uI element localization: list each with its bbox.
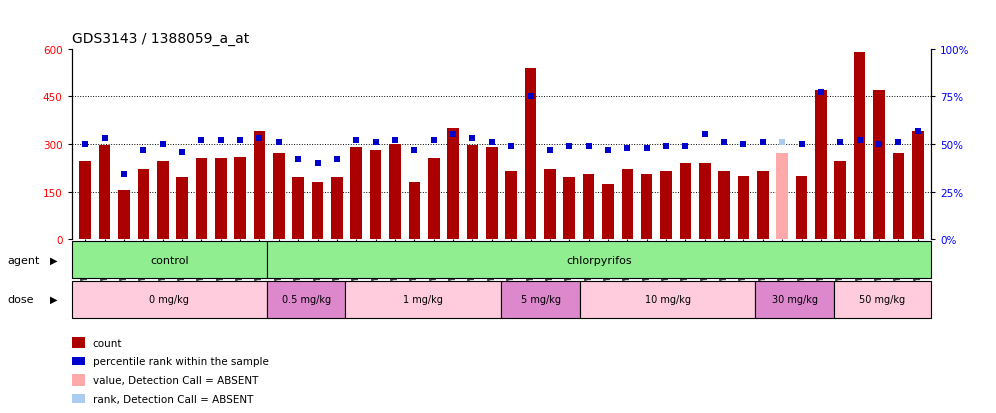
Bar [699, 164, 710, 240]
Bar [331, 178, 343, 240]
Text: 30 mg/kg: 30 mg/kg [772, 294, 818, 304]
Bar [757, 171, 769, 240]
Text: 5 mg/kg: 5 mg/kg [521, 294, 561, 304]
Bar [777, 154, 788, 240]
Bar [622, 170, 633, 240]
Bar [912, 132, 923, 240]
Text: ▶: ▶ [50, 255, 58, 265]
Text: value, Detection Call = ABSENT: value, Detection Call = ABSENT [93, 375, 258, 385]
Bar [854, 53, 866, 240]
Bar [408, 183, 420, 240]
Text: agent: agent [7, 255, 40, 265]
Bar [195, 159, 207, 240]
Bar [234, 157, 246, 240]
Text: ▶: ▶ [50, 294, 58, 304]
Bar [580, 281, 755, 318]
Bar [267, 242, 931, 279]
Bar [346, 281, 502, 318]
Bar [72, 242, 267, 279]
Bar [99, 146, 111, 240]
Bar [389, 145, 400, 240]
Bar [873, 91, 884, 240]
Bar [80, 162, 91, 240]
Bar [351, 148, 363, 240]
Bar [312, 183, 324, 240]
Bar [486, 148, 498, 240]
Bar [738, 176, 749, 240]
Bar [640, 175, 652, 240]
Bar [119, 190, 129, 240]
Bar [583, 175, 595, 240]
Text: dose: dose [7, 294, 34, 304]
Bar [834, 281, 931, 318]
Bar [370, 151, 381, 240]
Bar [254, 132, 265, 240]
Text: chlorpyrifos: chlorpyrifos [567, 255, 632, 265]
Bar [755, 281, 834, 318]
Bar [267, 281, 346, 318]
Text: 0.5 mg/kg: 0.5 mg/kg [282, 294, 331, 304]
Bar [137, 170, 149, 240]
Bar [293, 178, 304, 240]
Bar [835, 162, 846, 240]
Text: 0 mg/kg: 0 mg/kg [149, 294, 189, 304]
Bar [564, 178, 575, 240]
Bar [718, 171, 730, 240]
Bar [679, 164, 691, 240]
Text: count: count [93, 338, 123, 348]
Bar [660, 171, 672, 240]
Bar [273, 154, 285, 240]
Bar [796, 176, 808, 240]
Bar [502, 281, 580, 318]
Bar [215, 159, 226, 240]
Text: control: control [150, 255, 188, 265]
Bar [157, 162, 168, 240]
Text: 50 mg/kg: 50 mg/kg [860, 294, 905, 304]
Bar [447, 129, 459, 240]
Bar [544, 170, 556, 240]
Bar [176, 178, 188, 240]
Bar [603, 184, 614, 240]
Bar [72, 281, 267, 318]
Text: 1 mg/kg: 1 mg/kg [403, 294, 443, 304]
Text: percentile rank within the sample: percentile rank within the sample [93, 356, 269, 366]
Bar [505, 171, 517, 240]
Text: GDS3143 / 1388059_a_at: GDS3143 / 1388059_a_at [72, 31, 249, 45]
Bar [467, 146, 478, 240]
Text: rank, Detection Call = ABSENT: rank, Detection Call = ABSENT [93, 394, 253, 404]
Text: 10 mg/kg: 10 mg/kg [644, 294, 690, 304]
Bar [815, 91, 827, 240]
Bar [525, 69, 536, 240]
Bar [892, 154, 904, 240]
Bar [428, 159, 439, 240]
